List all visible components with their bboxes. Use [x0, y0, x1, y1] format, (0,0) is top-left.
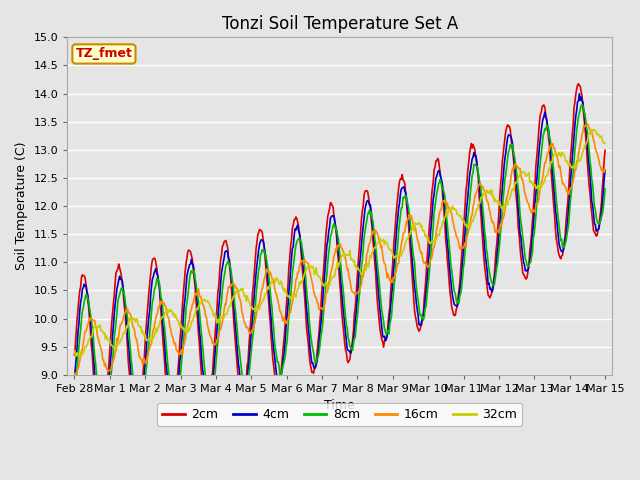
4cm: [384, 328, 392, 334]
Line: 8cm: 8cm: [74, 105, 605, 423]
2cm: [70, 352, 78, 358]
4cm: [471, 153, 479, 159]
16cm: [471, 193, 479, 199]
16cm: [426, 260, 433, 265]
4cm: [312, 365, 319, 371]
32cm: [165, 309, 173, 314]
4cm: [601, 168, 609, 173]
32cm: [70, 348, 78, 354]
8cm: [426, 265, 433, 271]
2cm: [165, 407, 173, 413]
32cm: [208, 306, 216, 312]
4cm: [98, 425, 106, 431]
2cm: [575, 81, 582, 87]
2cm: [97, 432, 105, 438]
Text: TZ_fmet: TZ_fmet: [76, 48, 132, 60]
4cm: [165, 390, 173, 396]
8cm: [471, 162, 479, 168]
Line: 2cm: 2cm: [74, 84, 605, 435]
2cm: [471, 147, 479, 153]
2cm: [384, 321, 392, 327]
4cm: [426, 245, 433, 251]
32cm: [312, 269, 319, 275]
8cm: [312, 360, 319, 366]
32cm: [384, 244, 392, 250]
2cm: [208, 374, 216, 380]
16cm: [208, 337, 216, 343]
Title: Tonzi Soil Temperature Set A: Tonzi Soil Temperature Set A: [221, 15, 458, 33]
4cm: [208, 384, 216, 389]
Line: 16cm: 16cm: [74, 123, 605, 376]
8cm: [100, 420, 108, 426]
16cm: [584, 120, 591, 126]
2cm: [426, 219, 433, 225]
Y-axis label: Soil Temperature (C): Soil Temperature (C): [15, 142, 28, 270]
4cm: [70, 376, 78, 382]
32cm: [471, 213, 479, 219]
4cm: [575, 91, 583, 96]
16cm: [72, 373, 80, 379]
X-axis label: Time: Time: [324, 399, 355, 412]
32cm: [601, 140, 609, 146]
16cm: [70, 373, 78, 379]
2cm: [312, 363, 319, 369]
16cm: [384, 271, 392, 276]
Legend: 2cm, 4cm, 8cm, 16cm, 32cm: 2cm, 4cm, 8cm, 16cm, 32cm: [157, 403, 522, 426]
Line: 32cm: 32cm: [74, 130, 605, 358]
8cm: [384, 328, 392, 334]
32cm: [76, 355, 84, 360]
16cm: [601, 167, 609, 173]
2cm: [601, 147, 609, 153]
8cm: [165, 374, 173, 380]
16cm: [165, 318, 173, 324]
16cm: [312, 294, 319, 300]
32cm: [426, 240, 433, 246]
8cm: [578, 102, 586, 108]
Line: 4cm: 4cm: [74, 94, 605, 428]
8cm: [70, 396, 78, 402]
32cm: [589, 127, 597, 132]
8cm: [208, 388, 216, 394]
8cm: [601, 186, 609, 192]
